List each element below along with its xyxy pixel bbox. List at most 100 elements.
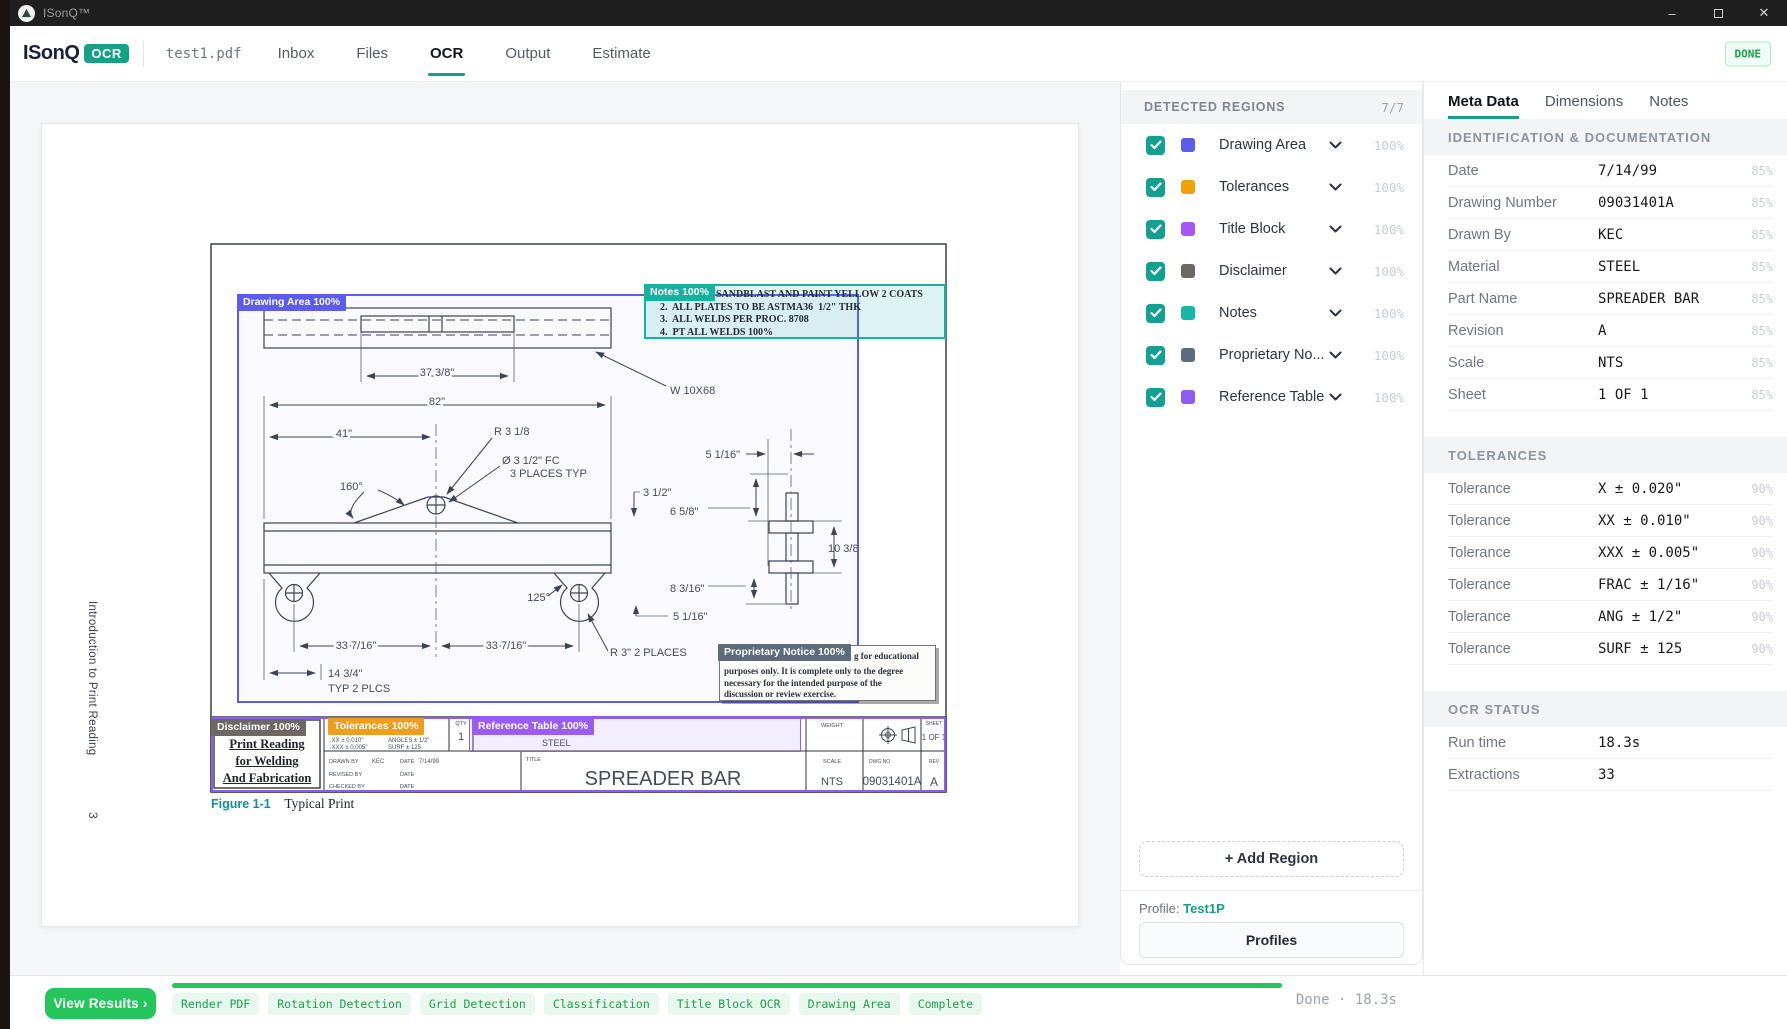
meta-row-confidence: 85% (1751, 259, 1773, 274)
nav-tab-files[interactable]: Files (356, 45, 389, 62)
add-region-button[interactable]: + Add Region (1139, 841, 1404, 877)
window-title: ISonQ™ (43, 6, 91, 20)
meta-row-value: XX ± 0.010" (1598, 512, 1691, 529)
meta-row: Part Name SPREADER BAR 85% (1448, 283, 1773, 315)
drawing-annotation: 8 3/16" (670, 583, 705, 595)
drawing-annotation: R 3 1/8 (494, 426, 529, 438)
drawing-annotation: 33 7/16" (336, 640, 377, 652)
region-chip-tolerances[interactable]: Tolerances 100% (328, 718, 425, 735)
drawing-annotation: 5 1/16" (673, 611, 708, 623)
profile-label: Profile: Test1P (1139, 901, 1225, 916)
meta-row: Revision A 85% (1448, 315, 1773, 347)
meta-section-header: OCR STATUS (1424, 691, 1787, 727)
view-results-button[interactable]: View Results › (45, 988, 156, 1019)
close-icon[interactable]: ✕ (1758, 5, 1770, 20)
meta-row-confidence: 85% (1751, 195, 1773, 210)
nav-tab-ocr[interactable]: OCR (428, 28, 466, 79)
meta-row-confidence: 90% (1751, 641, 1773, 656)
region-label: Title Block (1219, 221, 1286, 237)
chevron-down-icon[interactable] (1329, 267, 1342, 275)
maximize-icon[interactable] (1695, 0, 1741, 26)
nav-tab-inbox[interactable]: Inbox (277, 45, 315, 62)
meta-data-panel: Meta Data Dimensions Notes IDENTIFICATION … (1423, 82, 1787, 975)
region-chip-disclaimer[interactable]: Disclaimer 100% (211, 719, 306, 736)
region-chip-reference-table[interactable]: Reference Table 100% (472, 718, 595, 735)
region-row[interactable]: Drawing Area 100% (1121, 124, 1422, 166)
meta-row: Run time 18.3s (1448, 727, 1773, 759)
region-row[interactable]: Title Block 100% (1121, 208, 1422, 250)
region-color-swatch (1181, 222, 1195, 236)
disclaimer-line: Print Reading (229, 737, 305, 751)
meta-row-confidence: 90% (1751, 609, 1773, 624)
region-chip-proprietary-notice[interactable]: Proprietary Notice 100% (718, 644, 851, 661)
region-confidence: 100% (1373, 389, 1404, 405)
region-chip-drawing-area[interactable]: Drawing Area 100% (237, 294, 347, 311)
region-row[interactable]: Reference Table 100% (1121, 376, 1422, 418)
chevron-down-icon[interactable] (1329, 393, 1342, 401)
meta-row: Tolerance ANG ± 1/2" 90% (1448, 601, 1773, 633)
region-color-swatch (1181, 138, 1195, 152)
chevron-down-icon[interactable] (1329, 351, 1342, 359)
drawing-annotation: DATE (400, 772, 415, 778)
meta-row-value: SURF ± 125 (1598, 640, 1683, 657)
region-row[interactable]: Tolerances 100% (1121, 166, 1422, 208)
region-color-swatch (1181, 390, 1195, 404)
nav-tab-estimate[interactable]: Estimate (592, 45, 651, 62)
pipeline-steps: Render PDF Rotation Detection Grid Detecti… (172, 993, 983, 1015)
pipeline-progress-bar (172, 983, 1282, 988)
meta-row-label: Tolerance (1448, 576, 1511, 593)
meta-row: Drawn By KEC 85% (1448, 219, 1773, 251)
region-checkbox-checked[interactable] (1146, 219, 1165, 239)
profiles-button[interactable]: Profiles (1139, 922, 1404, 958)
meta-row-label: Run time (1448, 734, 1507, 751)
meta-tab-dimensions[interactable]: Dimensions (1544, 93, 1624, 110)
meta-sections: IDENTIFICATION & DOCUMENTATION Date 7/14… (1424, 119, 1787, 791)
figure-number: Figure 1-1 (211, 797, 271, 811)
run-status-text: Done · 18.3s (1295, 992, 1397, 1008)
region-checkbox-checked[interactable] (1146, 387, 1165, 407)
meta-row-value: XXX ± 0.005" (1598, 544, 1700, 561)
figure-title: Typical Print (284, 796, 355, 811)
region-checkbox-checked[interactable] (1146, 261, 1165, 281)
open-file-tab[interactable]: test1.pdf (165, 45, 242, 62)
region-row[interactable]: Notes 100% (1121, 292, 1422, 334)
meta-row: Tolerance SURF ± 125 90% (1448, 633, 1773, 665)
region-row[interactable]: Proprietary No... 100% (1121, 334, 1422, 376)
region-chip-notes[interactable]: Notes 100% (644, 284, 715, 301)
meta-row: Tolerance FRAC ± 1/16" 90% (1448, 569, 1773, 601)
done-button[interactable]: DONE (1724, 41, 1771, 66)
meta-row-value: SPREADER BAR (1598, 290, 1700, 307)
note-line: 2. ALL PLATES TO BE ASTMA36 1/2" THK (660, 301, 861, 313)
minimize-icon[interactable]: – (1668, 5, 1676, 21)
chevron-down-icon[interactable] (1329, 225, 1342, 233)
region-label: Disclaimer (1219, 263, 1287, 279)
chevron-down-icon[interactable] (1329, 309, 1342, 317)
meta-row: Drawing Number 09031401A 85% (1448, 187, 1773, 219)
note-line: SANDBLAST AND PAINT YELLOW 2 COATS (716, 289, 923, 300)
region-overlay-drawing-area[interactable]: Drawing Area 100% (237, 294, 859, 703)
region-row[interactable]: Disclaimer 100% (1121, 250, 1422, 292)
region-overlay-notes[interactable]: Notes 100% SANDBLAST AND PAINT YELLOW 2 … (644, 284, 946, 339)
nav-tab-output[interactable]: Output (505, 45, 551, 62)
region-confidence: 100% (1373, 305, 1404, 321)
drawing-annotation: 37 3/8" (420, 367, 455, 379)
meta-row: Sheet 1 OF 1 85% (1448, 379, 1773, 411)
region-checkbox-checked[interactable] (1146, 345, 1165, 365)
drawing-annotation: QTY (455, 721, 467, 727)
region-confidence: 100% (1373, 347, 1404, 363)
brand-ocr-badge: OCR (84, 44, 129, 63)
meta-tab-meta-data[interactable]: Meta Data (1448, 93, 1519, 119)
meta-row-confidence: 85% (1751, 163, 1773, 178)
region-overlay-reference-table[interactable]: Reference Table 100% (469, 716, 801, 752)
meta-section-header: TOLERANCES (1424, 437, 1787, 473)
meta-row-confidence: 85% (1751, 387, 1773, 402)
region-checkbox-checked[interactable] (1146, 135, 1165, 155)
drawing-annotation: 10 3/8 (828, 543, 859, 555)
region-overlay-proprietary-notice[interactable]: g for educational purposes only. It is c… (718, 644, 936, 701)
meta-tab-notes[interactable]: Notes (1649, 93, 1689, 110)
chevron-down-icon[interactable] (1329, 141, 1342, 149)
region-checkbox-checked[interactable] (1146, 177, 1165, 197)
pipeline-step-pill: Render PDF (172, 993, 260, 1015)
chevron-down-icon[interactable] (1329, 183, 1342, 191)
region-checkbox-checked[interactable] (1146, 303, 1165, 323)
